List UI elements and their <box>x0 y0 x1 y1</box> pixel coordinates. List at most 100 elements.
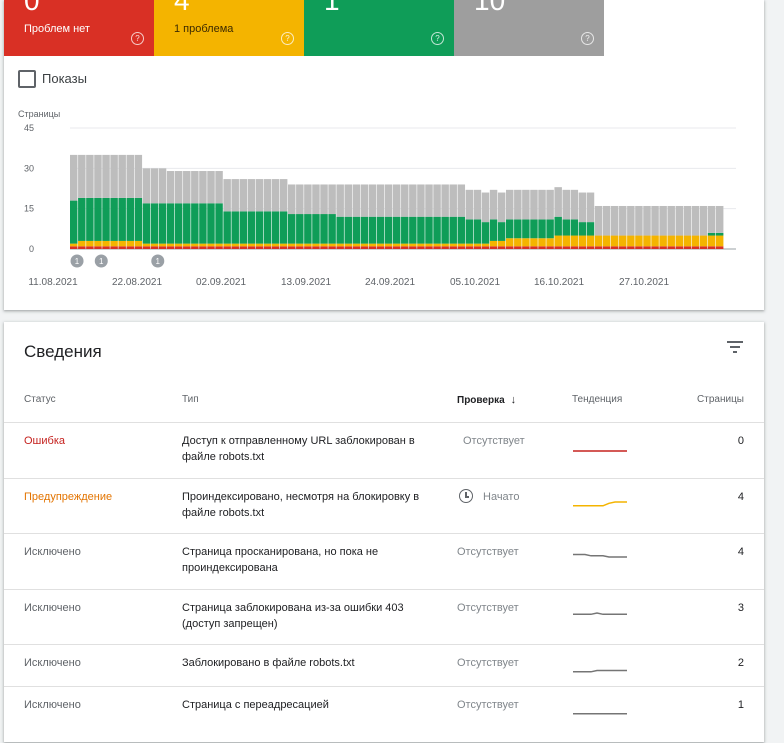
chart-bar-segment <box>659 246 667 249</box>
chart-bar-segment <box>683 205 692 236</box>
column-header-pages[interactable]: Страницы <box>697 394 744 405</box>
column-header-trend[interactable]: Тенденция <box>572 394 623 405</box>
impressions-checkbox[interactable] <box>18 70 36 88</box>
chart-bar-segment <box>409 184 417 217</box>
chart-bar-segment <box>489 219 498 241</box>
chart-bar-segment <box>691 246 700 249</box>
chart-bar-segment <box>506 189 514 220</box>
sort-down-icon: ↓ <box>510 394 517 406</box>
chart-bar-segment <box>667 235 675 247</box>
column-header-status[interactable]: Статус <box>24 394 56 405</box>
table-row[interactable]: Исключено Страница просканирована, но по… <box>4 533 764 589</box>
help-icon[interactable]: ? <box>281 32 294 45</box>
chart-bar-segment <box>78 246 86 249</box>
coverage-chart-card: 0 Проблем нет ? 4 1 проблема ? 1 ? 10 ? … <box>4 0 764 310</box>
chart-bar-segment <box>522 246 530 249</box>
summary-tile-excluded[interactable]: 10 ? <box>454 0 604 56</box>
chart-bar-segment <box>562 189 570 220</box>
chart-bar-segment <box>231 179 239 212</box>
chart-bar-segment <box>263 211 272 244</box>
impressions-label[interactable]: Показы <box>42 71 87 86</box>
filter-icon[interactable] <box>726 340 744 354</box>
chart-bar-segment <box>635 205 643 236</box>
chart-bar-segment <box>255 179 264 212</box>
annotation-marker <box>94 254 108 268</box>
chart-bar-segment <box>627 246 635 249</box>
chart-bar-segment <box>288 243 296 247</box>
chart-bar-segment <box>514 238 522 247</box>
chart-bar-segment <box>102 154 110 198</box>
chart-bar-segment <box>344 246 352 249</box>
chart-bar-segment <box>449 216 457 244</box>
row-trend-sparkline <box>573 553 627 558</box>
chart-bar-segment <box>352 184 361 217</box>
chart-bar-segment <box>78 240 86 247</box>
chart-bar-segment <box>473 246 482 249</box>
table-row[interactable]: Ошибка Доступ к отправленному URL заблок… <box>4 422 764 478</box>
column-header-check[interactable]: Проверка ↓ <box>457 394 516 406</box>
summary-tile-valid[interactable]: 1 ? <box>304 0 454 56</box>
chart-bar-segment <box>417 243 425 247</box>
chart-bar-segment <box>562 246 570 249</box>
help-icon[interactable]: ? <box>131 32 144 45</box>
row-trend-sparkline <box>573 669 627 673</box>
chart-bar-segment <box>570 189 579 220</box>
x-tick-label: 16.10.2021 <box>534 277 584 288</box>
chart-bar-segment <box>586 246 595 249</box>
table-row[interactable]: Исключено Страница с переадресацией Отсу… <box>4 686 764 743</box>
annotation-marker <box>151 254 165 268</box>
x-tick-label: 02.09.2021 <box>196 277 246 288</box>
chart-bar-segment <box>174 171 183 204</box>
summary-tile-error[interactable]: 0 Проблем нет ? <box>4 0 154 56</box>
chart-bar-segment <box>425 246 433 249</box>
chart-bar-segment <box>102 240 110 247</box>
chart-bar-segment <box>94 154 102 198</box>
chart-bar-segment <box>675 235 684 247</box>
row-pages: 0 <box>737 435 744 447</box>
chart-bar-segment <box>110 197 118 241</box>
chart-bar-segment <box>675 205 684 236</box>
chart-bar-segment <box>417 246 425 249</box>
sparkline-path <box>573 553 627 558</box>
chart-bar-segment <box>166 171 175 204</box>
chart-bar-segment <box>465 243 474 247</box>
chart-bar-segment <box>683 246 692 249</box>
help-icon[interactable]: ? <box>581 32 594 45</box>
chart-bar-segment <box>610 205 619 236</box>
table-row[interactable]: Исключено Заблокировано в файле robots.t… <box>4 644 764 687</box>
chart-bar-segment <box>263 246 272 249</box>
chart-bar-segment <box>457 246 466 249</box>
summary-tile-warning[interactable]: 4 1 проблема ? <box>154 0 304 56</box>
chart-bar-segment <box>570 219 579 236</box>
chart-bar-segment <box>231 246 239 249</box>
row-status: Исключено <box>24 546 81 558</box>
chart-bar-segment <box>328 246 336 249</box>
x-tick-label: 13.09.2021 <box>281 277 331 288</box>
y-tick-label: 15 <box>24 204 34 214</box>
row-trend-sparkline <box>573 612 627 616</box>
chart-bar-segment <box>473 189 482 220</box>
chart-bar-segment <box>223 179 231 212</box>
chart-bar-segment <box>384 246 393 249</box>
chart-bar-segment <box>263 243 272 247</box>
chart-bar-segment <box>110 240 118 247</box>
table-row[interactable]: Исключено Страница заблокирована из-за о… <box>4 589 764 645</box>
chart-bar-segment <box>433 184 441 217</box>
chart-bar-segment <box>304 246 312 249</box>
row-type: Заблокировано в файле robots.txt <box>182 657 355 669</box>
help-icon[interactable]: ? <box>431 32 444 45</box>
row-pages: 4 <box>737 491 744 503</box>
chart-bar-segment <box>215 243 223 247</box>
chart-bar-segment <box>207 171 215 204</box>
chart-bar-segment <box>433 243 441 247</box>
chart-bar-segment <box>312 214 320 244</box>
chart-bar-segment <box>376 246 385 249</box>
row-pages: 4 <box>737 546 744 558</box>
table-row[interactable]: Предупреждение Проиндексировано, несмотр… <box>4 478 764 534</box>
chart-bar-segment <box>110 246 118 249</box>
chart-bar-segment <box>150 203 159 244</box>
chart-bar-segment <box>70 200 78 244</box>
sparkline-path <box>573 612 627 616</box>
column-header-type[interactable]: Тип <box>182 394 199 405</box>
chart-bar-segment <box>481 192 490 223</box>
